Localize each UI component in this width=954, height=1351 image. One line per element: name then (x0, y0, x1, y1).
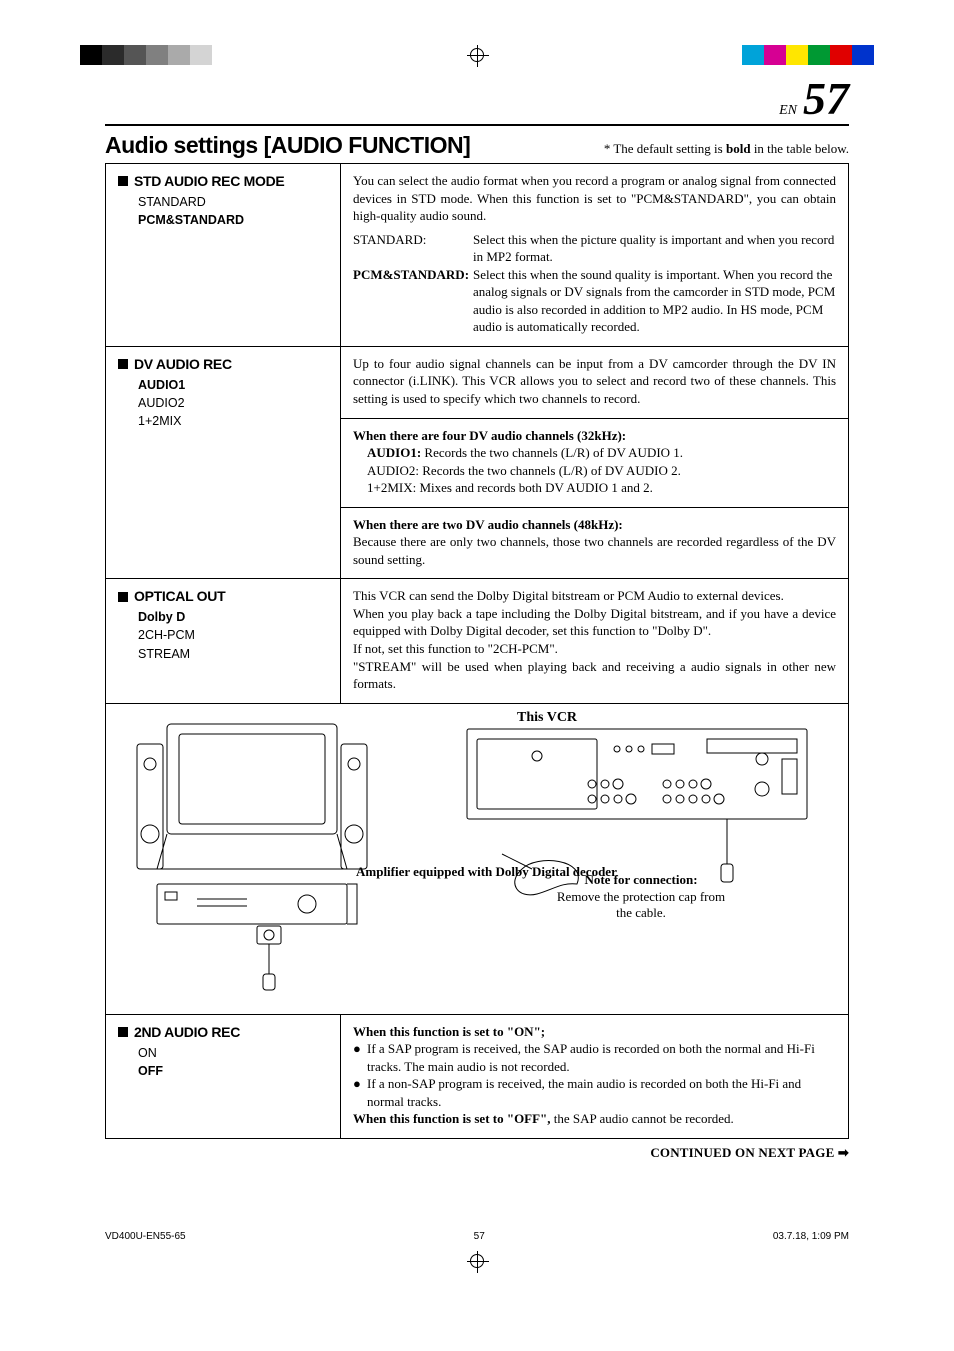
setting-name: STD AUDIO REC MODE (134, 172, 284, 191)
subsection-head: When this function is set to "ON"; (353, 1023, 836, 1041)
default-note: * The default setting is bold in the tab… (604, 141, 849, 157)
subsection-head: When there are two DV audio channels (48… (353, 516, 836, 534)
def-text: Select this when the picture quality is … (473, 231, 836, 266)
off-line: When this function is set to "OFF", the … (353, 1110, 836, 1128)
print-registration-top (0, 40, 954, 70)
bullet-text: If a SAP program is received, the SAP au… (367, 1040, 836, 1075)
setting-name: DV AUDIO REC (134, 355, 232, 374)
footer-filename: VD400U-EN55-65 (105, 1231, 186, 1242)
setting-option: Dolby D (118, 608, 328, 626)
table-row: 2ND AUDIO REC ONOFF When this function i… (106, 1014, 849, 1138)
setting-option: ON (118, 1044, 328, 1062)
sub-option-text: Records the two channels (L/R) of DV AUD… (422, 463, 681, 478)
setting-option: AUDIO2 (118, 394, 328, 412)
default-note-post: in the table below. (751, 141, 849, 156)
setting-option: STANDARD (118, 193, 328, 211)
setting-desc: Up to four audio signal channels can be … (353, 355, 836, 408)
footer-timestamp: 03.7.18, 1:09 PM (773, 1231, 849, 1242)
sub-option-label: AUDIO1: (367, 445, 424, 460)
table-row: OPTICAL OUT Dolby D2CH-PCMSTREAM This VC… (106, 579, 849, 703)
print-footer: VD400U-EN55-65 57 03.7.18, 1:09 PM (0, 1231, 954, 1242)
settings-table-continue: 2ND AUDIO REC ONOFF When this function i… (105, 1014, 849, 1139)
settings-table: STD AUDIO REC MODE STANDARDPCM&STANDARD … (105, 163, 849, 704)
desc-line: "STREAM" will be used when playing back … (353, 658, 836, 693)
footer-page: 57 (474, 1231, 485, 1242)
colorbars-right (742, 45, 874, 65)
sub-option-label: 1+2MIX: (367, 480, 419, 495)
continued-note: CONTINUED ON NEXT PAGE ➡ (105, 1145, 849, 1161)
table-row: STD AUDIO REC MODE STANDARDPCM&STANDARD … (106, 164, 849, 347)
print-registration-bottom (0, 1246, 954, 1276)
note-text: Remove the protection cap from the cable… (557, 889, 725, 921)
setting-name: OPTICAL OUT (134, 587, 225, 606)
default-note-pre: * The default setting is (604, 141, 726, 156)
setting-option: 2CH-PCM (118, 626, 328, 644)
def-label: STANDARD: (353, 231, 473, 266)
setting-name: 2ND AUDIO REC (134, 1023, 240, 1042)
section-heading: Audio settings [AUDIO FUNCTION] (105, 132, 470, 159)
register-target-top (470, 48, 484, 62)
bullet-icon: ● (353, 1040, 367, 1075)
diagram-note: Note for connection: Remove the protecti… (556, 872, 726, 923)
note-title: Note for connection: (556, 872, 726, 889)
square-bullet-icon (118, 592, 128, 602)
colorbars-left (80, 45, 212, 65)
setting-option: 1+2MIX (118, 412, 328, 430)
diagram-svg (106, 704, 848, 1014)
off-head: When this function is set to "OFF", (353, 1111, 551, 1126)
register-target-bottom (470, 1254, 484, 1268)
table-row: DV AUDIO REC AUDIO1AUDIO21+2MIX Up to fo… (106, 346, 849, 418)
page-number: 57 (803, 76, 849, 122)
off-text: the SAP audio cannot be recorded. (551, 1111, 734, 1126)
setting-option: STREAM (118, 645, 328, 663)
setting-desc: You can select the audio format when you… (353, 172, 836, 225)
def-text: Select this when the sound quality is im… (473, 266, 836, 336)
sub-option-text: Mixes and records both DV AUDIO 1 and 2. (419, 480, 652, 495)
square-bullet-icon (118, 359, 128, 369)
bullet-icon: ● (353, 1075, 367, 1110)
def-label: PCM&STANDARD: (353, 266, 473, 336)
desc-line: This VCR can send the Dolby Digital bits… (353, 587, 836, 605)
default-note-bold: bold (726, 141, 751, 156)
connection-diagram: This VCR (105, 704, 849, 1014)
setting-option: OFF (118, 1062, 328, 1080)
subsection-head: When there are four DV audio channels (3… (353, 427, 836, 445)
setting-option: PCM&STANDARD (118, 211, 328, 229)
page-lang-prefix: EN (779, 103, 797, 119)
subsection-text: Because there are only two channels, tho… (353, 533, 836, 568)
sub-option-label: AUDIO2: (367, 463, 422, 478)
bullet-text: If a non-SAP program is received, the ma… (367, 1075, 836, 1110)
square-bullet-icon (118, 1027, 128, 1037)
sub-option-text: Records the two channels (L/R) of DV AUD… (424, 445, 683, 460)
setting-option: AUDIO1 (118, 376, 328, 394)
desc-line: When you play back a tape including the … (353, 605, 836, 640)
desc-line: If not, set this function to "2CH-PCM". (353, 640, 836, 658)
square-bullet-icon (118, 176, 128, 186)
